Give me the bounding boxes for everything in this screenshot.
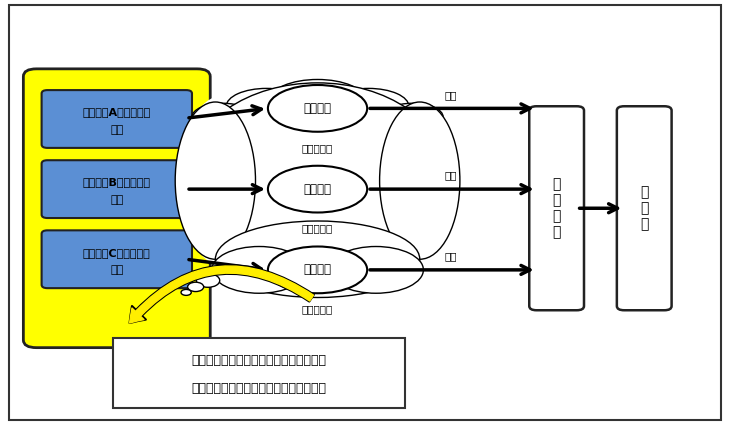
- Circle shape: [181, 289, 191, 295]
- Ellipse shape: [268, 166, 367, 212]
- Text: 消
費
者: 消 費 者: [640, 185, 648, 232]
- Ellipse shape: [192, 103, 253, 130]
- Circle shape: [196, 274, 220, 287]
- Ellipse shape: [193, 87, 442, 291]
- Text: ３社: ３社: [110, 196, 123, 205]
- Text: 配送: 配送: [445, 251, 458, 261]
- Ellipse shape: [270, 79, 365, 120]
- Text: １社: １社: [110, 266, 123, 275]
- FancyBboxPatch shape: [42, 90, 192, 148]
- Ellipse shape: [226, 88, 307, 124]
- Ellipse shape: [268, 246, 367, 293]
- Circle shape: [188, 282, 204, 292]
- FancyBboxPatch shape: [42, 230, 192, 288]
- Ellipse shape: [328, 246, 423, 293]
- Text: 家電製品Aのメーカー: 家電製品Aのメーカー: [82, 108, 151, 117]
- Ellipse shape: [215, 210, 420, 295]
- Ellipse shape: [268, 85, 367, 132]
- Text: 情報を共有して将来における物流業務の: 情報を共有して将来における物流業務の: [192, 354, 326, 367]
- Text: 荷役・保管: 荷役・保管: [302, 224, 333, 234]
- Text: 共同化の実現性及びそのスキームを検討: 共同化の実現性及びそのスキームを検討: [192, 382, 326, 395]
- FancyBboxPatch shape: [23, 69, 210, 348]
- FancyArrowPatch shape: [129, 265, 314, 323]
- FancyArrowPatch shape: [129, 266, 313, 323]
- FancyBboxPatch shape: [617, 106, 672, 310]
- Text: 卸
・
小
売: 卸 ・ 小 売: [553, 177, 561, 240]
- Ellipse shape: [212, 246, 307, 293]
- Text: 配送: 配送: [445, 91, 458, 101]
- Ellipse shape: [208, 83, 427, 185]
- Text: 在庫拠点: 在庫拠点: [304, 264, 331, 276]
- Ellipse shape: [369, 96, 456, 266]
- FancyBboxPatch shape: [113, 338, 405, 408]
- Text: 家電製品Bのメーカー: 家電製品Bのメーカー: [82, 178, 151, 187]
- Text: 在庫拠点: 在庫拠点: [304, 183, 331, 196]
- Ellipse shape: [382, 103, 443, 130]
- Ellipse shape: [208, 87, 325, 155]
- Ellipse shape: [190, 83, 445, 261]
- Text: 家電製品Cのメーカー: 家電製品Cのメーカー: [83, 248, 150, 258]
- Text: 荷役・保管: 荷役・保管: [302, 304, 333, 314]
- Text: 荷役・保管: 荷役・保管: [302, 143, 333, 153]
- Text: ２社: ２社: [110, 125, 123, 135]
- Ellipse shape: [215, 221, 420, 298]
- Text: 在庫拠点: 在庫拠点: [304, 102, 331, 115]
- FancyBboxPatch shape: [9, 5, 721, 420]
- FancyBboxPatch shape: [42, 160, 192, 218]
- FancyBboxPatch shape: [529, 106, 584, 310]
- Ellipse shape: [380, 102, 460, 259]
- Ellipse shape: [328, 88, 409, 124]
- Ellipse shape: [179, 96, 266, 266]
- Ellipse shape: [310, 87, 427, 155]
- Ellipse shape: [175, 102, 256, 259]
- Text: 配送: 配送: [445, 170, 458, 180]
